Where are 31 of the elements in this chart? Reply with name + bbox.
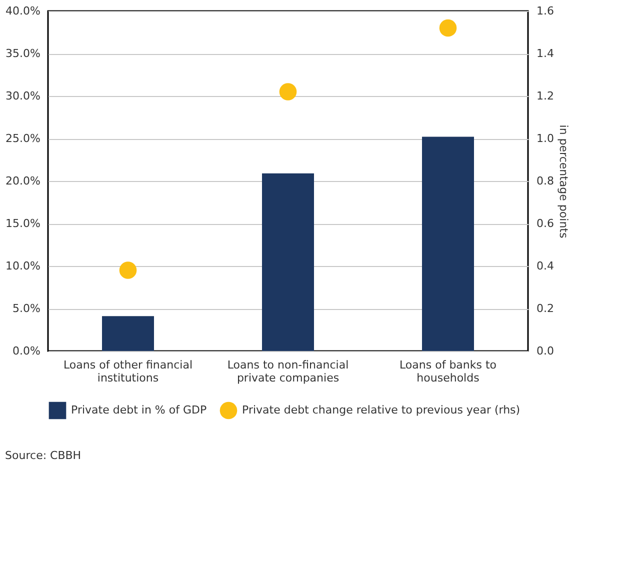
y2-tick-label: 1.2 bbox=[536, 90, 554, 102]
y2-tick-label: 1.0 bbox=[536, 132, 554, 145]
point bbox=[439, 19, 457, 37]
y2-tick-label: 1.4 bbox=[536, 47, 554, 60]
point bbox=[119, 262, 137, 279]
y2-tick-label: 1.6 bbox=[536, 4, 554, 18]
x-tick-label: Loans to non-financial private companies bbox=[227, 358, 349, 384]
y-tick-label: 0.0% bbox=[12, 344, 40, 358]
y-tick-label: 40.0% bbox=[6, 4, 40, 18]
y2-tick-label: 0.6 bbox=[536, 217, 554, 230]
y-tick-label: 20.0% bbox=[6, 174, 40, 188]
x-tick-label: Loans of banks to households bbox=[399, 358, 497, 384]
legend-label: Private debt in % of GDP bbox=[71, 404, 207, 416]
y2-tick-label: 0.8 bbox=[536, 174, 554, 188]
source-note: Source: CBBH bbox=[5, 449, 82, 462]
y2-tick-label: 0.2 bbox=[536, 302, 554, 315]
y-tick-label: 35.0% bbox=[6, 47, 40, 60]
x-tick-label: Loans of other financial institutions bbox=[63, 358, 193, 384]
y-tick-label: 30.0% bbox=[6, 90, 40, 102]
y2-tick-label: 0.4 bbox=[536, 260, 554, 272]
y-tick-label: 10.0% bbox=[6, 260, 40, 272]
legend-label: Private debt change relative to previous year (rhs) bbox=[242, 404, 520, 416]
bar bbox=[422, 136, 474, 351]
point bbox=[279, 83, 297, 100]
y2-tick-label: 0.0 bbox=[536, 344, 554, 358]
y-tick-label: 15.0% bbox=[6, 217, 40, 230]
y2-axis-title: in percentage points bbox=[556, 124, 570, 238]
bar bbox=[102, 316, 154, 351]
y-tick-label: 25.0% bbox=[6, 132, 40, 145]
bar bbox=[262, 173, 314, 351]
y-tick-label: 5.0% bbox=[12, 302, 40, 315]
